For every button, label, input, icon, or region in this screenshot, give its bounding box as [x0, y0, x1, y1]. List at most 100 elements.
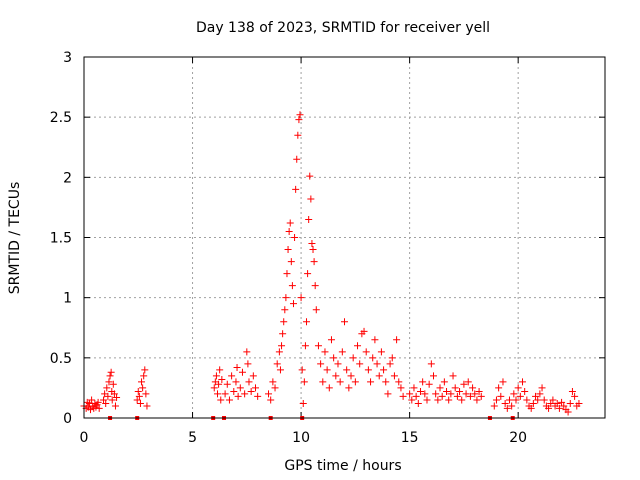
- data-point: [300, 378, 308, 386]
- data-point: [140, 372, 148, 380]
- data-point: [425, 380, 433, 388]
- data-point: [136, 400, 144, 408]
- data-point: [523, 396, 531, 404]
- data-point: [312, 306, 320, 314]
- data-point: [106, 372, 114, 380]
- data-point: [432, 390, 440, 398]
- data-point: [490, 402, 498, 410]
- data-point: [292, 185, 300, 193]
- data-point: [310, 258, 318, 266]
- data-point: [233, 363, 241, 371]
- data-point: [406, 390, 414, 398]
- data-point: [527, 404, 535, 412]
- data-point: [295, 116, 303, 124]
- data-point: [499, 378, 507, 386]
- data-point: [249, 372, 257, 380]
- data-point: [269, 378, 277, 386]
- data-point: [497, 392, 505, 400]
- data-point: [349, 354, 357, 362]
- data-point: [273, 360, 281, 368]
- data-point: [362, 348, 370, 356]
- x-tick-label: 0: [80, 430, 89, 446]
- data-point: [225, 396, 233, 404]
- data-point: [410, 384, 418, 392]
- data-point: [308, 240, 316, 248]
- data-point: [532, 392, 540, 400]
- data-point: [384, 390, 392, 398]
- data-point: [571, 392, 579, 400]
- data-point: [304, 270, 312, 278]
- data-point: [309, 246, 317, 254]
- chart-title: Day 138 of 2023, SRMTID for receiver yel…: [196, 20, 490, 36]
- data-point: [108, 396, 116, 404]
- data-point: [111, 402, 119, 410]
- data-point: [306, 172, 314, 180]
- data-point: [110, 390, 118, 398]
- data-point: [285, 227, 293, 235]
- data-point: [311, 282, 319, 290]
- data-point: [223, 380, 231, 388]
- data-point: [294, 131, 302, 139]
- data-point: [495, 384, 503, 392]
- data-point: [244, 360, 252, 368]
- data-point: [113, 394, 121, 402]
- data-point: [288, 282, 296, 290]
- data-point: [416, 388, 424, 396]
- data-point: [243, 348, 251, 356]
- data-point: [336, 378, 344, 386]
- data-point: [276, 366, 284, 374]
- data-point: [508, 402, 516, 410]
- x-tick-label: 20: [509, 430, 527, 446]
- data-point: [291, 234, 299, 241]
- data-point: [414, 400, 422, 408]
- data-point: [282, 294, 290, 302]
- data-point: [299, 400, 307, 408]
- data-point: [241, 390, 249, 398]
- data-point: [451, 384, 459, 392]
- data-point: [236, 384, 244, 392]
- data-point: [475, 388, 483, 396]
- data-point: [102, 400, 110, 408]
- data-point: [279, 330, 287, 338]
- data-point: [210, 384, 218, 392]
- data-point: [395, 378, 403, 386]
- data-point: [298, 366, 306, 374]
- data-point: [238, 368, 246, 376]
- data-point: [538, 384, 546, 392]
- data-point: [380, 366, 388, 374]
- data-point: [143, 402, 151, 410]
- data-point: [221, 390, 229, 398]
- data-point: [469, 384, 477, 392]
- y-tick-label: 2.5: [50, 110, 72, 126]
- y-tick-label: 1: [63, 291, 72, 307]
- data-point: [293, 155, 301, 163]
- data-point: [408, 396, 416, 404]
- data-point: [218, 375, 226, 383]
- data-point: [133, 396, 141, 404]
- data-point: [280, 318, 288, 326]
- data-point: [356, 360, 364, 368]
- data-point: [364, 366, 372, 374]
- data-point: [323, 366, 331, 374]
- data-point: [503, 404, 511, 412]
- data-point: [553, 400, 561, 408]
- data-point: [566, 400, 574, 408]
- data-point: [141, 366, 149, 374]
- data-point: [360, 327, 368, 335]
- data-point: [297, 294, 305, 302]
- data-point: [397, 384, 405, 392]
- data-point: [421, 390, 429, 398]
- data-point: [460, 380, 468, 388]
- tick-labels: 0 5 10 15 20 0 0.5 1 1.5 2 2.5 3: [50, 50, 527, 446]
- data-point: [330, 354, 338, 362]
- data-point: [305, 215, 313, 223]
- data-point: [283, 270, 291, 278]
- data-point: [558, 398, 566, 406]
- data-point: [265, 390, 273, 398]
- data-point: [254, 392, 262, 400]
- data-point: [317, 360, 325, 368]
- data-point: [334, 360, 342, 368]
- data-point: [327, 336, 335, 344]
- data-point: [516, 392, 524, 400]
- data-point: [217, 396, 225, 404]
